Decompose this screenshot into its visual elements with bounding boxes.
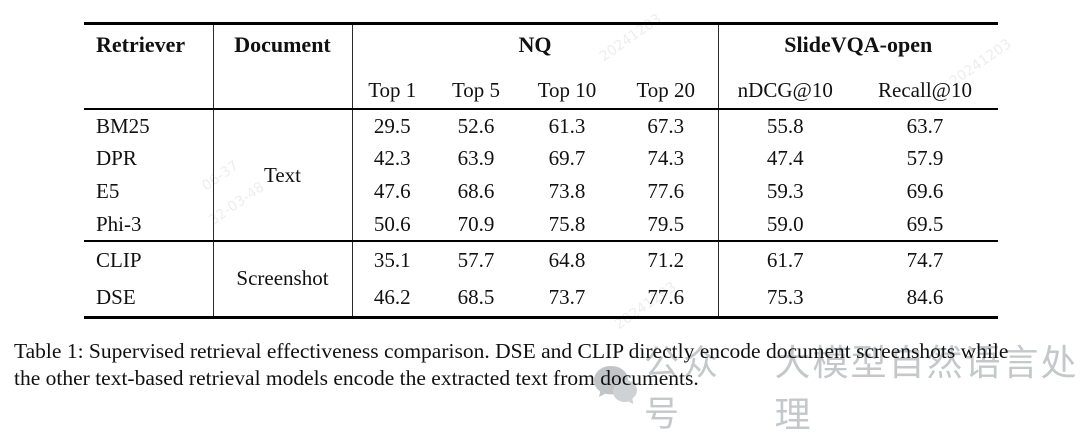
cell: 50.6 [373,211,411,236]
header-top1: Top 1 [368,77,417,102]
table-row: E5 47.6 68.6 73.8 77.6 59.3 69.6 [84,175,998,208]
cell: 74.3 [614,142,719,175]
cell: 69.5 [906,211,944,236]
header-recall: Recall@10 [878,77,972,102]
header-group-nq: NQ [352,23,719,72]
cell: 73.7 [548,284,586,309]
cell: 59.0 [766,211,804,236]
cell: 74.7 [906,248,944,272]
row-label: DSE [84,279,214,317]
header-top10: Top 10 [537,77,597,102]
cell: 75.8 [548,211,586,236]
row-label: DPR [84,142,214,175]
header-retriever: Retriever [84,23,214,109]
caption-line-1: Table 1: Supervised retrieval effectiven… [14,339,1009,363]
header-top20: Top 20 [614,72,719,109]
cell: 35.1 [373,248,411,272]
cell: 57.7 [457,248,495,272]
cell: 79.5 [614,208,719,241]
cell: 84.6 [906,284,944,309]
cell: 59.3 [766,179,804,203]
cell: 29.5 [373,113,411,138]
cell: 69.6 [906,179,944,203]
results-table: Retriever Document NQ SlideVQA-open Top … [84,22,999,319]
cell: 47.6 [373,179,411,203]
table-caption: Table 1: Supervised retrieval effectiven… [14,338,1072,392]
cell: 61.3 [548,113,586,138]
cell: 64.8 [548,248,586,272]
cell: 52.6 [457,113,495,138]
document-type-cell: Text [213,109,353,241]
cell: 55.8 [766,113,804,138]
row-label: BM25 [84,109,214,142]
cell: 70.9 [457,211,495,236]
chat-bubbles-icon [594,366,637,404]
cell: 42.3 [373,146,411,170]
header-top5: Top 5 [451,77,501,102]
header-ndcg: nDCG@10 [737,77,833,102]
cell: 75.3 [766,284,804,309]
cell: 68.5 [457,284,495,309]
header-document: Document [213,23,353,109]
cell: 69.7 [548,146,586,170]
cell: 68.6 [457,179,495,203]
row-label: Phi-3 [84,208,214,241]
header-group-slidevqa: SlideVQA-open [784,32,933,57]
cell: 46.2 [373,284,411,309]
table-row: Phi-3 50.6 70.9 75.8 79.5 59.0 69.5 [84,208,998,241]
cell: 73.8 [548,179,586,203]
table-row: DSE 46.2 68.5 73.7 77.6 75.3 84.6 [84,279,998,317]
document-type-cell: Screenshot [213,241,353,317]
cell: 47.4 [766,146,804,170]
cell: 77.6 [614,279,719,317]
cell: 63.7 [906,113,944,138]
caption-line-2: the other text-based retrieval models en… [14,366,699,390]
table-row: BM25 Text 29.5 52.6 61.3 67.3 55.8 63.7 [84,109,998,241]
row-label: CLIP [84,241,214,279]
row-label: E5 [84,175,214,208]
table-row: CLIP Screenshot 35.1 57.7 64.8 71.2 61.7… [84,241,998,317]
cell: 71.2 [614,241,719,279]
cell: 77.6 [614,175,719,208]
cell: 57.9 [906,146,944,170]
table-row: DPR 42.3 63.9 69.7 74.3 47.4 57.9 [84,142,998,175]
cell: 61.7 [766,248,804,272]
cell: 67.3 [614,109,719,142]
cell: 63.9 [457,146,495,170]
